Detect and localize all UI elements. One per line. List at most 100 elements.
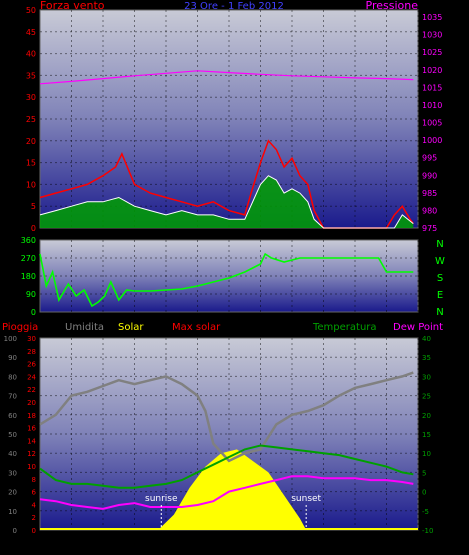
x-tick-label: 20 bbox=[350, 231, 360, 240]
humidity-y-tick: 0 bbox=[13, 527, 17, 535]
wind-y-tick: 5 bbox=[31, 202, 36, 211]
direction-line bbox=[39, 252, 414, 308]
rain-y-tick: 30 bbox=[27, 335, 36, 343]
wind-y-tick: 50 bbox=[26, 6, 36, 15]
pressure-y-tick: 980 bbox=[422, 206, 437, 215]
gust-area bbox=[40, 175, 414, 228]
rain-y-tick: 2 bbox=[32, 514, 36, 522]
x-tick-label: 14 bbox=[255, 541, 265, 550]
temp-y-tick: 0 bbox=[422, 489, 426, 497]
x-tick-label: 12 bbox=[224, 541, 234, 550]
pressure-y-tick: 985 bbox=[422, 189, 437, 198]
chart-title: 23 Ore - 1 Feb 2012 bbox=[184, 1, 284, 12]
wind-pressure-plot bbox=[39, 9, 419, 229]
x-tick-label: 04 bbox=[98, 541, 108, 550]
rain-y-tick: 0 bbox=[32, 527, 36, 535]
humidity-line bbox=[39, 371, 414, 463]
compass-label: N bbox=[436, 307, 443, 318]
x-tick-label: 12 bbox=[224, 231, 234, 240]
x-tick-label: 06 bbox=[129, 231, 139, 240]
temp-series: sunrise sunset bbox=[39, 371, 418, 530]
humidity-y-tick: 20 bbox=[8, 489, 17, 497]
wind-series bbox=[39, 70, 414, 229]
humidity-y-tick: 80 bbox=[8, 373, 17, 381]
rain-y-tick: 10 bbox=[27, 463, 36, 471]
pressure-y-tick: 1025 bbox=[422, 48, 442, 57]
rain-y-tick: 14 bbox=[27, 437, 36, 445]
direction-axes: 0 90 180 270 360 bbox=[21, 236, 36, 317]
x-tick-label: 04 bbox=[98, 231, 108, 240]
wind-y-tick: 25 bbox=[26, 115, 36, 124]
x-tick-label: sunrise bbox=[152, 541, 181, 550]
rain-y-tick: 28 bbox=[27, 348, 36, 356]
wind-axes: 02 04 06 08 10 12 14 16 18 20 22 000510152025303540… bbox=[26, 6, 443, 240]
x-tick-label: 06 bbox=[129, 541, 139, 550]
rain-y-tick: 24 bbox=[27, 373, 36, 381]
sunset-label: sunset bbox=[291, 494, 321, 504]
humidity-y-tick: 70 bbox=[8, 393, 17, 401]
rain-y-tick: 18 bbox=[27, 412, 36, 420]
pressure-y-tick: 1015 bbox=[422, 83, 442, 92]
rain-y-tick: 22 bbox=[27, 386, 36, 394]
humidity-y-tick: 60 bbox=[8, 412, 17, 420]
x-tick-label: 10 bbox=[192, 541, 202, 550]
x-tick-label: 14 bbox=[255, 231, 265, 240]
pressure-title: Pressione bbox=[366, 0, 419, 12]
direction-y-tick: 270 bbox=[21, 254, 36, 263]
legend-item: Max solar bbox=[172, 322, 221, 333]
rain-y-tick: 26 bbox=[27, 361, 36, 369]
humidity-y-tick: 30 bbox=[8, 469, 17, 477]
compass-label: W bbox=[435, 256, 445, 267]
sunrise-label: sunrise bbox=[145, 494, 178, 504]
humidity-y-tick: 10 bbox=[8, 508, 17, 516]
x-tick-label: 16 bbox=[287, 231, 297, 240]
legend-item: Dew Point bbox=[393, 322, 443, 333]
wind-y-tick: 10 bbox=[26, 180, 36, 189]
pressure-y-tick: 1010 bbox=[422, 101, 442, 110]
temp-y-tick: 35 bbox=[422, 354, 431, 362]
x-tick-label: 02 bbox=[66, 541, 76, 550]
x-tick-label: 22 bbox=[381, 231, 391, 240]
rain-y-tick: 16 bbox=[27, 425, 36, 433]
dewpoint-line bbox=[39, 475, 414, 510]
pressure-line bbox=[39, 70, 414, 85]
x-tick-label: 08 bbox=[161, 231, 171, 240]
wind-title: Forza vento bbox=[40, 0, 105, 12]
legend: Pioggia Umidita Solar Max solar Temperatura D… bbox=[2, 322, 443, 333]
pressure-y-tick: 1020 bbox=[422, 66, 442, 75]
x-tick-label: 10 bbox=[192, 231, 202, 240]
rain-y-tick: 4 bbox=[32, 501, 37, 509]
wind-y-tick: 35 bbox=[26, 71, 36, 80]
direction-y-tick: 180 bbox=[21, 272, 36, 281]
temp-y-tick: 25 bbox=[422, 393, 431, 401]
temp-y-tick: -5 bbox=[422, 508, 429, 516]
legend-item: Solar bbox=[118, 322, 144, 333]
x-tick-label: 22 bbox=[381, 541, 391, 550]
legend-item: Umidita bbox=[65, 322, 104, 333]
direction-y-tick: 360 bbox=[21, 236, 36, 245]
solar-area bbox=[158, 449, 307, 530]
humidity-y-tick: 50 bbox=[8, 431, 17, 439]
x-tick-label: 16 bbox=[287, 541, 297, 550]
wind-y-tick: 45 bbox=[26, 28, 36, 37]
pressure-y-tick: 995 bbox=[422, 154, 437, 163]
x-tick-label: 20 bbox=[350, 541, 360, 550]
compass-label: E bbox=[437, 290, 443, 301]
direction-series bbox=[39, 252, 414, 308]
temp-y-tick: -10 bbox=[422, 527, 433, 535]
pressure-y-tick: 1005 bbox=[422, 119, 442, 128]
wind-y-tick: 40 bbox=[26, 50, 36, 59]
pressure-y-tick: 1000 bbox=[422, 136, 442, 145]
legend-item: Temperatura bbox=[312, 322, 377, 333]
x-tick-label: 18 bbox=[318, 231, 328, 240]
gust-line bbox=[39, 175, 414, 229]
rain-y-tick: 12 bbox=[27, 450, 36, 458]
humidity-y-tick: 90 bbox=[8, 354, 17, 362]
wind-y-tick: 20 bbox=[26, 137, 36, 146]
x-tick-label: 00 bbox=[413, 541, 423, 550]
x-tick-label: 00 bbox=[413, 231, 423, 240]
wind-y-tick: 0 bbox=[31, 224, 36, 233]
wind-y-tick: 30 bbox=[26, 93, 36, 102]
